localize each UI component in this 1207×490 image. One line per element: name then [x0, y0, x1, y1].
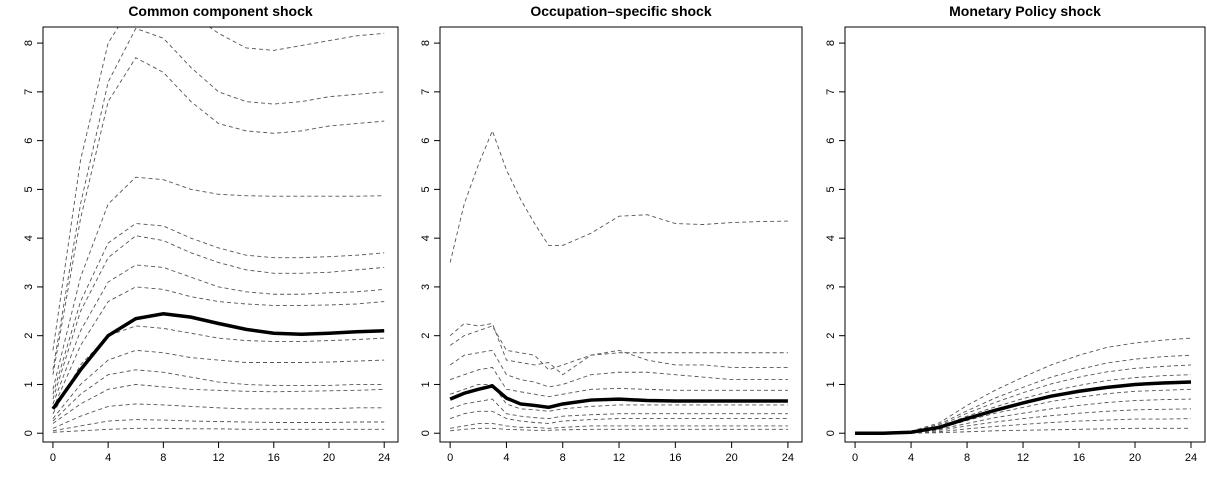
- dashed-line: [449, 410, 788, 424]
- dashed-line: [855, 364, 1192, 435]
- y-tick-label: 2: [23, 333, 35, 339]
- dashed-line: [855, 354, 1192, 435]
- x-tick-label: 4: [503, 452, 509, 464]
- dashed-line: [449, 349, 788, 388]
- x-tick-label: 8: [160, 452, 166, 464]
- dashed-line: [52, 384, 385, 424]
- plot-frame: [844, 26, 1206, 443]
- y-tick-label: 0: [825, 430, 837, 436]
- y-tick-label: 4: [420, 235, 432, 241]
- y-tick-label: 4: [825, 235, 837, 241]
- y-tick-label: 7: [23, 89, 35, 95]
- x-tick-label: 16: [268, 452, 280, 464]
- x-tick-label: 0: [852, 452, 858, 464]
- y-tick-label: 8: [23, 40, 35, 46]
- dashed-line: [449, 384, 788, 412]
- x-tick-label: 12: [212, 452, 224, 464]
- x-tick-label: 24: [1185, 452, 1197, 464]
- x-tick-label: 24: [782, 452, 794, 464]
- x-tick-label: 8: [964, 452, 970, 464]
- y-tick-label: 3: [23, 284, 35, 290]
- x-tick-label: 12: [1017, 452, 1029, 464]
- dashed-line: [52, 264, 385, 405]
- x-tick-label: 20: [1129, 452, 1141, 464]
- dashed-line: [449, 322, 788, 376]
- dashed-line: [52, 27, 385, 370]
- dashed-line: [52, 427, 385, 433]
- x-tick-label: 20: [726, 452, 738, 464]
- x-tick-label: 0: [447, 452, 453, 464]
- y-tick-label: 0: [420, 430, 432, 436]
- dashed-line: [449, 325, 788, 371]
- dashed-line: [52, 325, 385, 414]
- mean-line: [449, 384, 788, 410]
- plot-frame: [439, 26, 803, 443]
- y-tick-label: 2: [825, 333, 837, 339]
- x-tick-label: 4: [908, 452, 914, 464]
- dashed-line: [52, 419, 385, 432]
- dashed-line: [52, 223, 385, 395]
- y-tick-label: 5: [23, 186, 35, 192]
- x-tick-label: 4: [105, 452, 111, 464]
- dashed-line: [52, 27, 385, 351]
- x-tick-label: 20: [323, 452, 335, 464]
- y-tick-label: 4: [23, 235, 35, 241]
- y-tick-label: 6: [23, 138, 35, 144]
- y-tick-label: 7: [825, 89, 837, 95]
- mean-line: [855, 380, 1192, 435]
- y-tick-label: 3: [420, 284, 432, 290]
- mean-line: [51, 311, 385, 410]
- dashed-line: [449, 398, 788, 420]
- dashed-line: [52, 57, 385, 375]
- x-tick-label: 24: [378, 452, 390, 464]
- lines: [51, 27, 385, 433]
- y-tick-label: 1: [23, 381, 35, 387]
- dashed-line: [449, 366, 788, 398]
- x-tick-label: 12: [613, 452, 625, 464]
- lines: [449, 129, 788, 432]
- dashed-line: [855, 408, 1192, 434]
- panel-title: Common component shock: [128, 3, 313, 19]
- x-tick-label: 8: [560, 452, 566, 464]
- dashed-line: [855, 427, 1191, 434]
- y-tick-label: 2: [420, 333, 432, 339]
- dashed-line: [52, 349, 385, 419]
- plot-frame: [42, 26, 399, 443]
- y-tick-label: 6: [825, 138, 837, 144]
- y-tick-label: 6: [420, 138, 432, 144]
- dashed-line: [52, 286, 385, 410]
- lines: [855, 337, 1192, 435]
- dashed-line: [52, 403, 385, 429]
- y-tick-label: 7: [420, 89, 432, 95]
- dashed-line: [450, 427, 788, 432]
- dashed-line: [855, 388, 1192, 435]
- y-tick-label: 5: [420, 186, 432, 192]
- dashed-line: [52, 369, 385, 422]
- x-tick-label: 16: [1073, 452, 1085, 464]
- y-tick-label: 8: [420, 40, 432, 46]
- dashed-line: [449, 129, 788, 263]
- y-tick-label: 1: [825, 381, 837, 387]
- dashed-line: [52, 235, 385, 400]
- dashed-line: [855, 418, 1192, 434]
- panel-title: Monetary Policy shock: [949, 3, 1101, 19]
- panel-title: Occupation–specific shock: [530, 3, 711, 19]
- y-tick-label: 0: [23, 430, 35, 436]
- x-tick-label: 16: [669, 452, 681, 464]
- y-tick-label: 3: [825, 284, 837, 290]
- dashed-line: [52, 176, 385, 390]
- x-tick-label: 0: [50, 452, 56, 464]
- y-tick-label: 5: [825, 186, 837, 192]
- dashed-line: [855, 337, 1192, 435]
- dashed-line: [450, 423, 788, 429]
- y-tick-label: 8: [825, 40, 837, 46]
- y-tick-label: 1: [420, 381, 432, 387]
